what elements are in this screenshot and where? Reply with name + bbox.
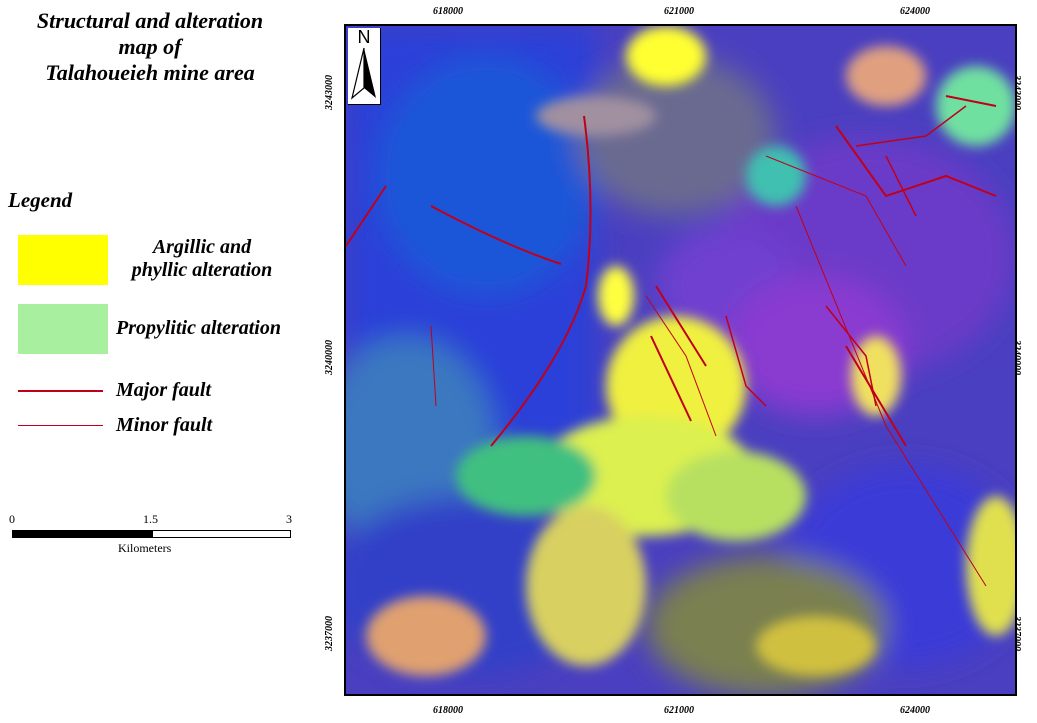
scale-start: 0 <box>9 512 15 526</box>
scale-bar-black-segment <box>12 530 153 538</box>
north-arrow: N <box>348 28 381 105</box>
northing-left-1: 3243000 <box>324 75 335 110</box>
northing-left-3: 3237000 <box>324 616 335 651</box>
minor-fault <box>645 295 717 437</box>
scale-mid: 1.5 <box>143 512 158 526</box>
major-fault <box>430 205 562 265</box>
north-label: N <box>357 27 371 47</box>
map-canvas <box>346 26 1015 694</box>
propylitic-label: Propylitic alteration <box>116 317 281 339</box>
argillic-label-line-1: Argillic and <box>152 236 252 258</box>
easting-top-2: 621000 <box>664 6 694 17</box>
north-arrow-icon <box>350 47 376 100</box>
minor-fault <box>725 315 767 407</box>
minor-fault <box>795 205 987 587</box>
title-line-2: map of <box>118 34 182 59</box>
major-fault <box>490 115 592 447</box>
easting-bottom-1: 618000 <box>433 705 463 716</box>
scale-unit: Kilometers <box>118 541 172 555</box>
minor-fault <box>855 105 967 147</box>
legend-heading: Legend <box>8 188 73 212</box>
major-fault <box>650 335 692 422</box>
minor-fault <box>430 325 437 407</box>
major-fault <box>945 95 997 107</box>
minor-fault-symbol <box>18 425 103 426</box>
fault-lines <box>346 95 997 587</box>
scale-end: 3 <box>286 512 292 526</box>
easting-bottom-3: 624000 <box>900 705 930 716</box>
major-fault <box>835 125 997 198</box>
major-fault-label: Major fault <box>116 379 212 401</box>
major-fault <box>845 345 907 447</box>
argillic-label-line-2: phyllic alteration <box>131 259 273 281</box>
satellite-map: N <box>344 24 1017 696</box>
scale-bar-white-segment <box>152 530 291 538</box>
minor-fault <box>765 155 907 267</box>
title-line-1: Structural and alteration <box>36 8 264 33</box>
easting-top-1: 618000 <box>433 6 463 17</box>
imagery-alteration-zones <box>366 26 1015 676</box>
minor-fault <box>885 155 917 217</box>
argillic-swatch <box>18 235 108 285</box>
major-fault <box>655 285 707 367</box>
minor-fault-label: Minor fault <box>116 414 213 436</box>
argillic-label: Argillic and phyllic alteration <box>112 236 292 282</box>
major-fault-symbol <box>18 390 103 392</box>
easting-top-3: 624000 <box>900 6 930 17</box>
northing-left-2: 3240000 <box>324 340 335 375</box>
map-title: Structural and alteration map of Talahou… <box>0 8 300 86</box>
propylitic-swatch <box>18 304 108 354</box>
major-fault <box>346 185 387 247</box>
title-line-3: Talahoueieh mine area <box>45 60 255 85</box>
minor-fault <box>825 305 877 407</box>
easting-bottom-2: 621000 <box>664 705 694 716</box>
